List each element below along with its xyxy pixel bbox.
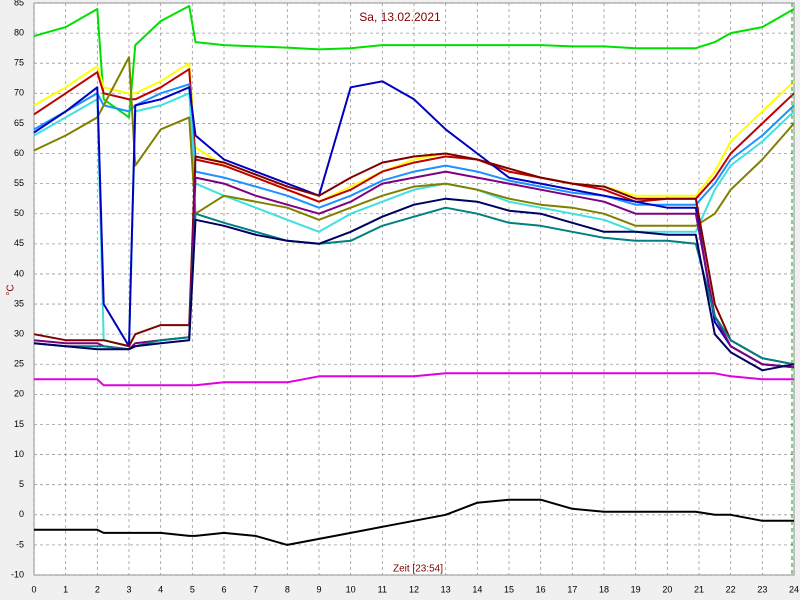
x-tick-label: 13 xyxy=(441,584,451,594)
x-tick-label: 12 xyxy=(409,584,419,594)
x-tick-label: 15 xyxy=(504,584,514,594)
x-tick-label: 8 xyxy=(285,584,290,594)
x-tick-label: 23 xyxy=(757,584,767,594)
series-line xyxy=(33,56,795,227)
x-tick-label: 9 xyxy=(316,584,321,594)
x-tick-label: 5 xyxy=(190,584,195,594)
x-tick-label: 6 xyxy=(221,584,226,594)
y-tick-label: 35 xyxy=(14,298,24,308)
x-tick-label: 2 xyxy=(95,584,100,594)
x-axis-label: Zeit [23:54] xyxy=(393,564,443,575)
x-tick-label: 18 xyxy=(599,584,609,594)
series-line xyxy=(34,372,794,387)
x-tick-label: 0 xyxy=(31,584,36,594)
x-tick-label: 10 xyxy=(346,584,356,594)
series-line xyxy=(33,197,795,372)
y-tick-label: 30 xyxy=(14,329,24,339)
y-tick-label: 15 xyxy=(14,419,24,429)
chart-title: Sa, 13.02.2021 xyxy=(359,10,441,24)
x-tick-label: 16 xyxy=(536,584,546,594)
y-tick-label: 45 xyxy=(14,238,24,248)
y-tick-label: 75 xyxy=(14,58,24,68)
x-tick-label: 4 xyxy=(158,584,163,594)
x-tick-label: 19 xyxy=(631,584,641,594)
series-line xyxy=(34,498,794,546)
y-tick-label: 80 xyxy=(14,27,24,37)
x-tick-label: 22 xyxy=(726,584,736,594)
y-tick-label: 85 xyxy=(14,0,24,7)
lines xyxy=(33,5,795,546)
series-line xyxy=(33,170,795,369)
y-tick-label: 55 xyxy=(14,178,24,188)
y-tick-label: 65 xyxy=(14,118,24,128)
y-tick-label: 25 xyxy=(14,359,24,369)
y-axis-label: °C xyxy=(6,284,17,295)
series-line xyxy=(33,83,795,209)
grid xyxy=(33,2,795,576)
series-line xyxy=(33,5,795,119)
x-tick-label: 11 xyxy=(378,584,387,594)
y-tick-label: 0 xyxy=(19,509,24,519)
y-tick-label: -10 xyxy=(11,569,24,579)
y-tick-label: 10 xyxy=(14,449,24,459)
y-tick-label: 70 xyxy=(14,88,24,98)
x-tick-label: 7 xyxy=(253,584,258,594)
y-tick-label: 60 xyxy=(14,148,24,158)
x-tick-label: 14 xyxy=(472,584,482,594)
x-tick-label: 21 xyxy=(694,584,704,594)
y-tick-label: 20 xyxy=(14,389,24,399)
series-line xyxy=(33,152,795,366)
x-tick-label: 24 xyxy=(789,584,799,594)
x-tick-label: 20 xyxy=(662,584,672,594)
y-tick-label: 40 xyxy=(14,268,24,278)
series-line xyxy=(33,80,795,369)
y-tick-label: -5 xyxy=(16,539,24,549)
y-tick-label: 50 xyxy=(14,208,24,218)
x-tick-label: 17 xyxy=(567,584,577,594)
y-tick-label: 5 xyxy=(19,479,24,489)
x-tick-label: 3 xyxy=(126,584,131,594)
x-tick-label: 1 xyxy=(63,584,68,594)
